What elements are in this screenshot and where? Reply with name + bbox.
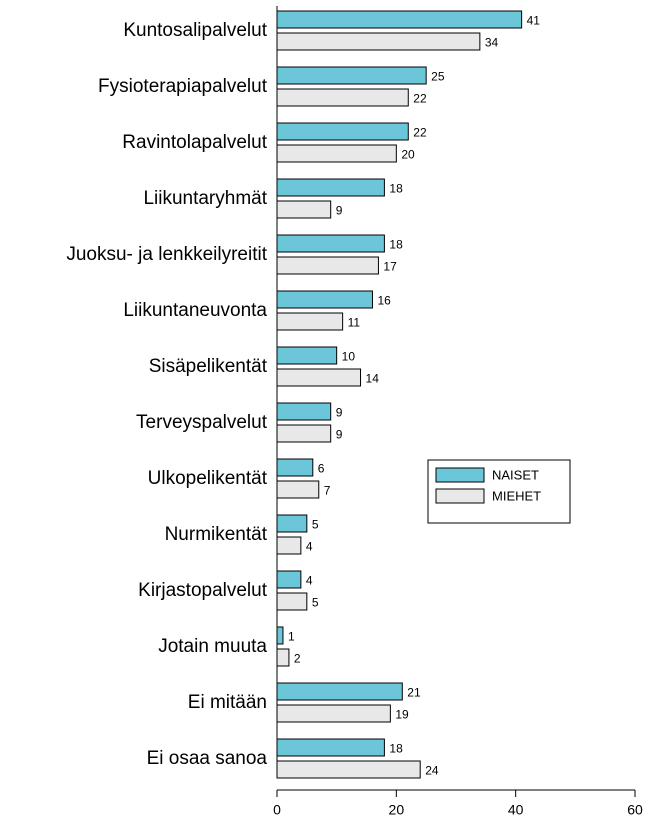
bar [276, 144, 397, 163]
bar [276, 514, 308, 533]
bar [276, 704, 391, 723]
bar [276, 10, 523, 29]
value-label: 7 [324, 484, 331, 498]
x-tick-label: 0 [273, 802, 281, 818]
x-tick-label: 60 [627, 802, 643, 818]
category-label: Fysioterapiapalvelut [98, 76, 268, 97]
bar [276, 570, 302, 589]
category-label: Liikuntaneuvonta [123, 300, 267, 321]
value-label: 18 [389, 238, 403, 252]
bar [276, 592, 308, 611]
legend: NAISET MIEHET [427, 459, 571, 524]
category-label: Ei osaa sanoa [147, 748, 268, 769]
bar [276, 480, 320, 499]
bar [276, 290, 373, 309]
value-label: 4 [306, 540, 313, 554]
bar [276, 122, 409, 141]
value-label: 6 [318, 462, 325, 476]
bar [276, 626, 284, 645]
category-label: Ulkopelikentät [148, 468, 268, 489]
bar [276, 424, 332, 443]
bar [276, 402, 332, 421]
value-label: 19 [395, 708, 409, 722]
value-label: 18 [389, 742, 403, 756]
value-label: 21 [407, 686, 421, 700]
value-label: 25 [431, 70, 445, 84]
legend-swatch [435, 467, 485, 483]
value-label: 16 [377, 294, 391, 308]
value-label: 14 [366, 372, 380, 386]
value-label: 5 [312, 518, 319, 532]
category-label: Nurmikentät [165, 524, 268, 545]
value-label: 34 [485, 36, 499, 50]
bar [276, 178, 385, 197]
category-label: Ravintolapalvelut [122, 132, 267, 153]
value-label: 9 [336, 428, 343, 442]
bar [276, 682, 403, 701]
value-label: 9 [336, 406, 343, 420]
value-label: 22 [413, 126, 427, 140]
legend-label: MIEHET [492, 488, 541, 503]
value-label: 20 [401, 148, 415, 162]
bar [276, 648, 290, 667]
value-label: 10 [342, 350, 356, 364]
category-label: Liikuntaryhmät [143, 188, 267, 209]
category-label: Terveyspalvelut [136, 412, 268, 433]
value-label: 11 [348, 316, 361, 330]
bar [276, 312, 344, 331]
value-label: 41 [527, 14, 541, 28]
value-label: 17 [383, 260, 397, 274]
value-label: 5 [312, 596, 319, 610]
bar [276, 536, 302, 555]
bar [276, 88, 409, 107]
x-tick-label: 40 [508, 802, 524, 818]
category-label: Kuntosalipalvelut [123, 20, 267, 41]
bar [276, 346, 338, 365]
category-label: Jotain muuta [158, 636, 267, 657]
category-label: Juoksu- ja lenkkeilyreitit [66, 244, 267, 265]
bar [276, 256, 379, 275]
x-tick-label: 20 [389, 802, 405, 818]
bar [276, 738, 385, 757]
value-label: 4 [306, 574, 313, 588]
value-label: 1 [288, 630, 295, 644]
category-label: Kirjastopalvelut [138, 580, 268, 601]
value-label: 9 [336, 204, 343, 218]
bar [276, 66, 427, 85]
bar [276, 234, 385, 253]
value-label: 2 [294, 652, 301, 666]
bar [276, 368, 362, 387]
value-label: 24 [425, 764, 439, 778]
bar [276, 760, 421, 779]
bar [276, 32, 481, 51]
bar [276, 200, 332, 219]
category-label: Sisäpelikentät [149, 356, 268, 377]
category-label: Ei mitään [188, 692, 267, 713]
value-label: 22 [413, 92, 427, 106]
value-label: 18 [389, 182, 403, 196]
legend-swatch [435, 488, 485, 504]
bar [276, 458, 314, 477]
legend-label: NAISET [492, 467, 539, 482]
